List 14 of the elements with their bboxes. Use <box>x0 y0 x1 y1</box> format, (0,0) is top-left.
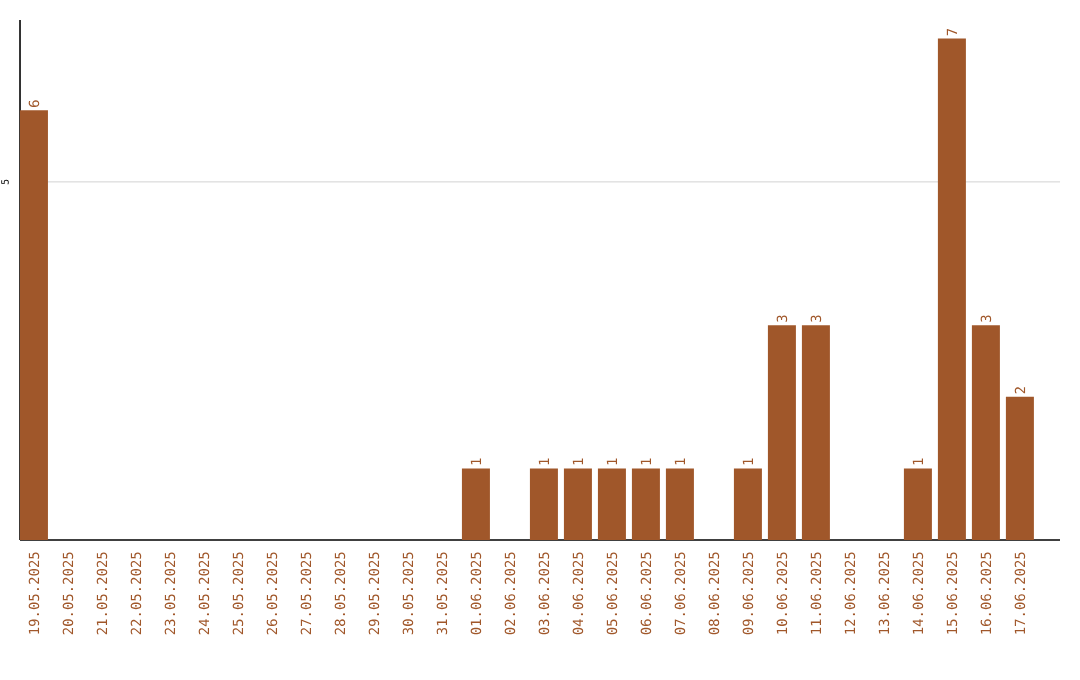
bar <box>597 468 626 540</box>
bar <box>631 468 660 540</box>
bar <box>19 110 48 540</box>
bar <box>903 468 932 540</box>
bar <box>529 468 558 540</box>
bar <box>971 325 1000 540</box>
bar <box>733 468 762 540</box>
bar <box>801 325 830 540</box>
bar <box>937 38 966 540</box>
bar <box>563 468 592 540</box>
bar <box>461 468 490 540</box>
bar <box>767 325 796 540</box>
bar <box>1005 396 1034 540</box>
bar <box>665 468 694 540</box>
